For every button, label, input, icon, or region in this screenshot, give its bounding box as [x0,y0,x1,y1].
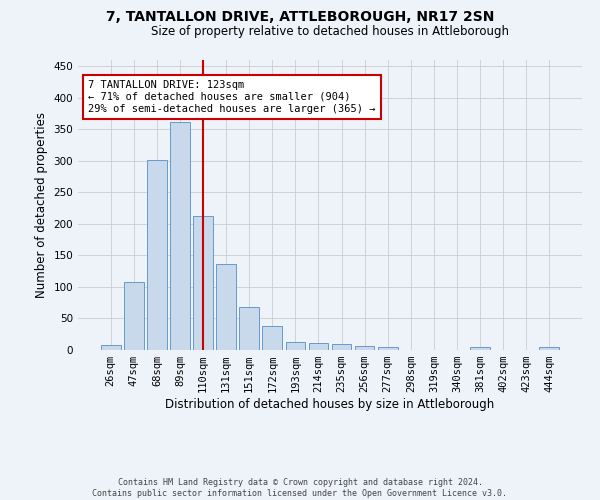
Bar [170,122,190,350]
X-axis label: Distribution of detached houses by size in Attleborough: Distribution of detached houses by size … [166,398,494,411]
Bar [193,216,213,350]
Text: Contains HM Land Registry data © Crown copyright and database right 2024.
Contai: Contains HM Land Registry data © Crown c… [92,478,508,498]
Title: Size of property relative to detached houses in Attleborough: Size of property relative to detached ho… [151,25,509,38]
Bar [262,326,282,350]
Bar [378,348,398,350]
Bar [332,344,352,350]
Bar [355,346,374,350]
Bar [308,343,328,350]
Bar [470,348,490,350]
Bar [101,345,121,350]
Y-axis label: Number of detached properties: Number of detached properties [35,112,48,298]
Bar [239,306,259,350]
Text: 7, TANTALLON DRIVE, ATTLEBOROUGH, NR17 2SN: 7, TANTALLON DRIVE, ATTLEBOROUGH, NR17 2… [106,10,494,24]
Bar [124,282,143,350]
Text: 7 TANTALLON DRIVE: 123sqm
← 71% of detached houses are smaller (904)
29% of semi: 7 TANTALLON DRIVE: 123sqm ← 71% of detac… [88,80,376,114]
Bar [539,348,559,350]
Bar [286,342,305,350]
Bar [217,264,236,350]
Bar [147,160,167,350]
